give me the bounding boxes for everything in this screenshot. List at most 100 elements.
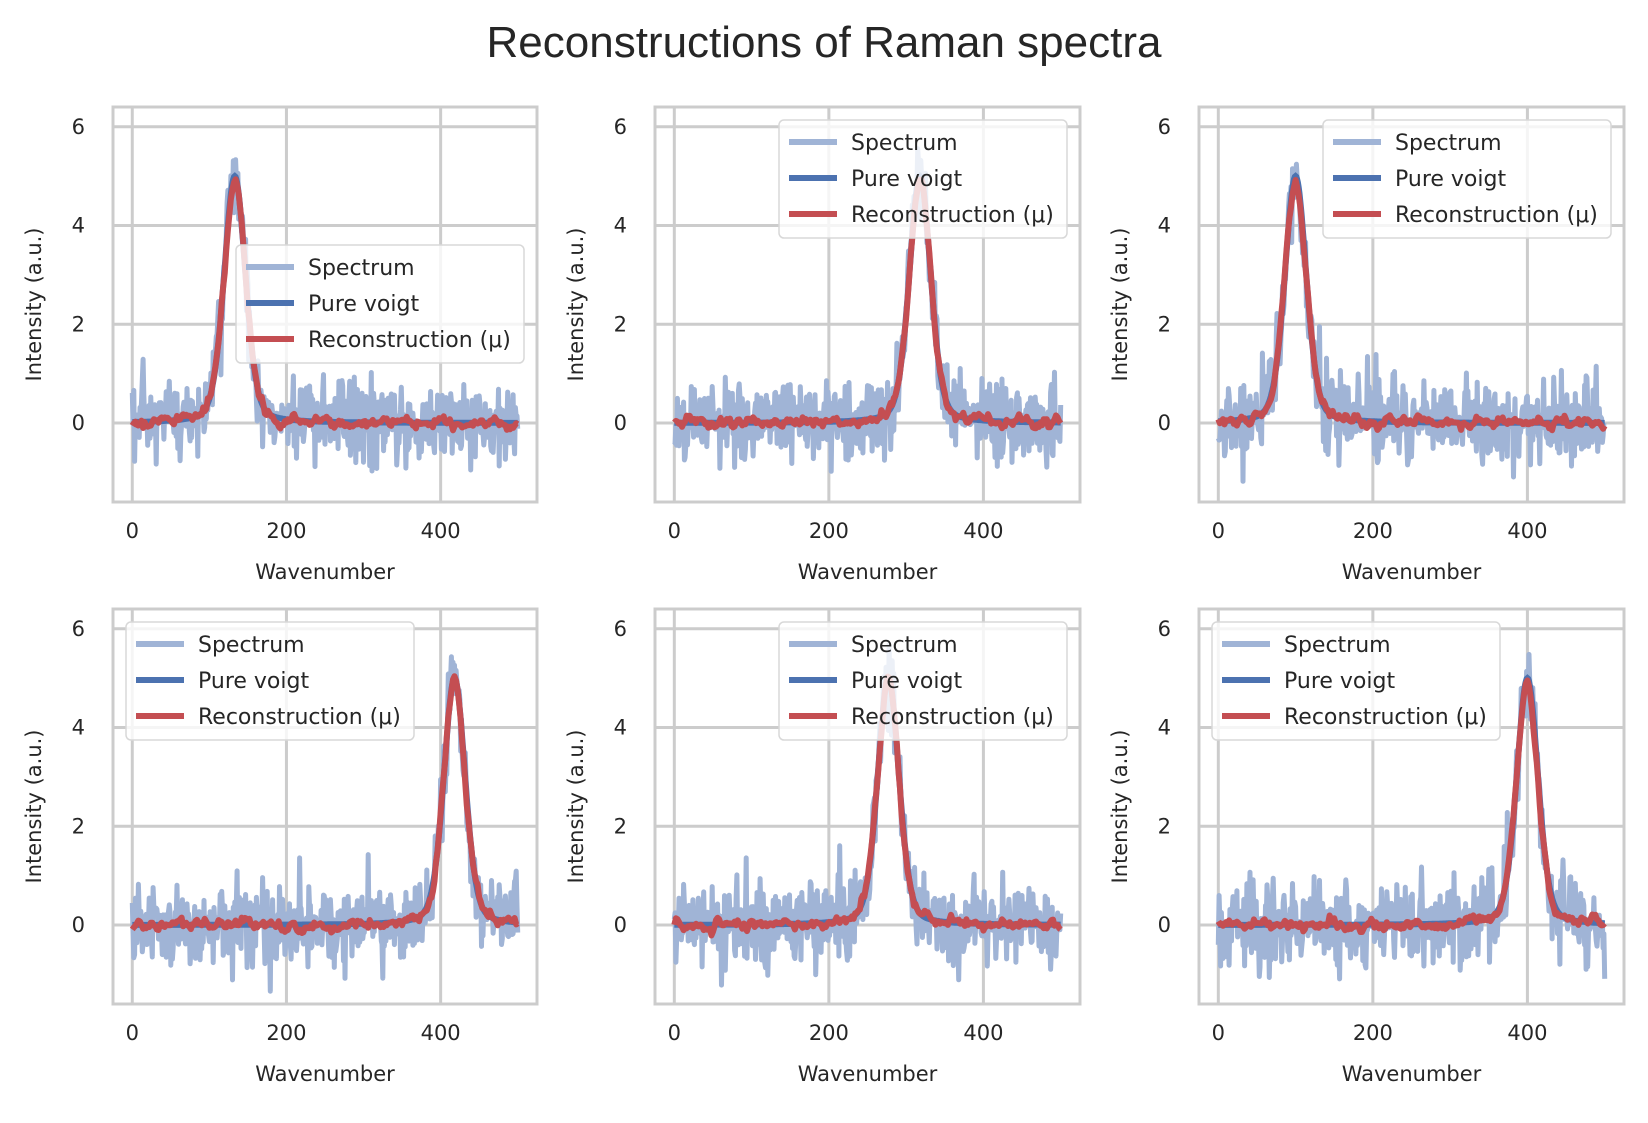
legend: Spectrum Pure voigt Reconstruction (μ) (235, 244, 525, 364)
y-tick-label: 0 (614, 913, 627, 937)
y-tick-label: 4 (614, 716, 627, 740)
legend-box (778, 119, 1068, 239)
legend-box (1322, 119, 1612, 239)
legend-box (125, 621, 415, 741)
y-tick-label: 2 (614, 814, 627, 838)
axes-frame (111, 607, 539, 1006)
y-tick-label: 6 (614, 617, 627, 641)
x-tick-label: 400 (1507, 1021, 1547, 1045)
y-tick-label: 0 (72, 411, 85, 435)
legend-label: Pure voigt (1284, 669, 1395, 694)
x-tick-label: 200 (1353, 1021, 1393, 1045)
reconstruction-line (671, 673, 1063, 939)
x-axis-label: Wavenumber (1342, 560, 1482, 584)
reconstruction-line (672, 176, 1064, 432)
reconstruction-line (1215, 677, 1607, 935)
spectrum-line (672, 146, 1064, 474)
plot-area (1215, 651, 1608, 982)
y-axis-label: Intensity (a.u.) (22, 228, 46, 382)
legend-label: Pure voigt (1395, 167, 1506, 192)
x-tick-label: 0 (1212, 1021, 1225, 1045)
x-tick-label: 400 (421, 519, 461, 543)
subplot-top-right: 0 200 400 0 2 4 6 Wavenumber Intensity (a.u.) Spe… (1108, 105, 1626, 584)
axes-frame (1197, 607, 1626, 1006)
x-tick-label: 400 (963, 1021, 1003, 1045)
y-tick-label: 4 (1158, 716, 1171, 740)
legend-label: Spectrum (1395, 131, 1502, 156)
y-tick-label: 4 (614, 214, 627, 238)
y-tick-label: 6 (72, 115, 85, 139)
axes-frame (653, 105, 1082, 504)
legend: Spectrum Pure voigt Reconstruction (μ) (778, 119, 1068, 239)
subplot-top-left: 0 200 400 0 2 4 6 Wavenumber Intensity (a.u.) Spe… (22, 105, 539, 584)
x-tick-label: 0 (668, 1021, 681, 1045)
y-tick-label: 6 (1158, 115, 1171, 139)
plot-area (129, 654, 521, 994)
legend-label: Spectrum (851, 633, 958, 658)
x-tick-label: 0 (126, 1021, 139, 1045)
legend: Spectrum Pure voigt Reconstruction (μ) (778, 621, 1068, 741)
reconstruction-line (129, 176, 520, 434)
x-axis-label: Wavenumber (798, 560, 938, 584)
legend-label: Pure voigt (851, 167, 962, 192)
subplot-bottom-left: 0 200 400 0 2 4 6 Wavenumber Intensity (a.u.) Spe… (22, 607, 539, 1086)
x-axis-label: Wavenumber (798, 1062, 938, 1086)
y-axis-label: Intensity (a.u.) (564, 730, 588, 884)
x-tick-label: 0 (1212, 519, 1225, 543)
reconstruction-line (1215, 177, 1608, 434)
y-tick-label: 2 (72, 814, 85, 838)
y-axis-label: Intensity (a.u.) (1108, 228, 1132, 382)
x-axis-label: Wavenumber (255, 1062, 395, 1086)
y-tick-label: 6 (72, 617, 85, 641)
x-tick-label: 200 (266, 1021, 306, 1045)
legend-label: Reconstruction (μ) (1395, 203, 1598, 228)
x-tick-label: 0 (126, 519, 139, 543)
reconstruction-line (129, 673, 520, 936)
x-tick-label: 400 (963, 519, 1003, 543)
axes-frame (653, 607, 1082, 1006)
legend-label: Spectrum (308, 256, 415, 281)
y-tick-label: 0 (1158, 913, 1171, 937)
legend-box (778, 621, 1068, 741)
plot-area (1215, 161, 1608, 484)
x-axis-label: Wavenumber (255, 560, 395, 584)
y-tick-label: 0 (1158, 411, 1171, 435)
legend-label: Spectrum (851, 131, 958, 156)
legend-label: Reconstruction (μ) (308, 328, 511, 353)
y-tick-label: 2 (1158, 312, 1171, 336)
axes-frame (111, 105, 539, 504)
y-axis-label: Intensity (a.u.) (22, 730, 46, 884)
legend-box (235, 244, 525, 364)
y-axis-label: Intensity (a.u.) (564, 228, 588, 382)
x-tick-label: 400 (421, 1021, 461, 1045)
legend-label: Pure voigt (308, 292, 419, 317)
legend-label: Spectrum (1284, 633, 1391, 658)
subplot-bottom-middle: 0 200 400 0 2 4 6 Wavenumber Intensity (a.u.) Spe… (564, 607, 1082, 1086)
figure-title: Reconstructions of Raman spectra (486, 18, 1162, 67)
axes-frame (1197, 105, 1626, 504)
legend-label: Reconstruction (μ) (851, 203, 1054, 228)
plot-area (671, 641, 1064, 988)
y-tick-label: 0 (614, 411, 627, 435)
x-tick-label: 0 (668, 519, 681, 543)
subplot-bottom-right: 0 200 400 0 2 4 6 Wavenumber Intensity (a.u.) Spe… (1108, 607, 1626, 1086)
y-tick-label: 0 (72, 913, 85, 937)
y-tick-label: 6 (1158, 617, 1171, 641)
legend-label: Pure voigt (198, 669, 309, 694)
subplot-top-middle: 0 200 400 0 2 4 6 Wavenumber Intensity (a.u.) Spe… (564, 105, 1082, 584)
legend-box (1211, 621, 1501, 741)
y-tick-label: 4 (1158, 214, 1171, 238)
legend-label: Spectrum (198, 633, 305, 658)
legend-label: Reconstruction (μ) (1284, 705, 1487, 730)
legend-label: Pure voigt (851, 669, 962, 694)
x-axis-label: Wavenumber (1342, 1062, 1482, 1086)
legend: Spectrum Pure voigt Reconstruction (μ) (125, 621, 415, 741)
legend-label: Reconstruction (μ) (198, 705, 401, 730)
y-axis-label: Intensity (a.u.) (1108, 730, 1132, 884)
x-tick-label: 200 (809, 1021, 849, 1045)
legend: Spectrum Pure voigt Reconstruction (μ) (1322, 119, 1612, 239)
plot-area (129, 157, 521, 474)
legend-label: Reconstruction (μ) (851, 705, 1054, 730)
